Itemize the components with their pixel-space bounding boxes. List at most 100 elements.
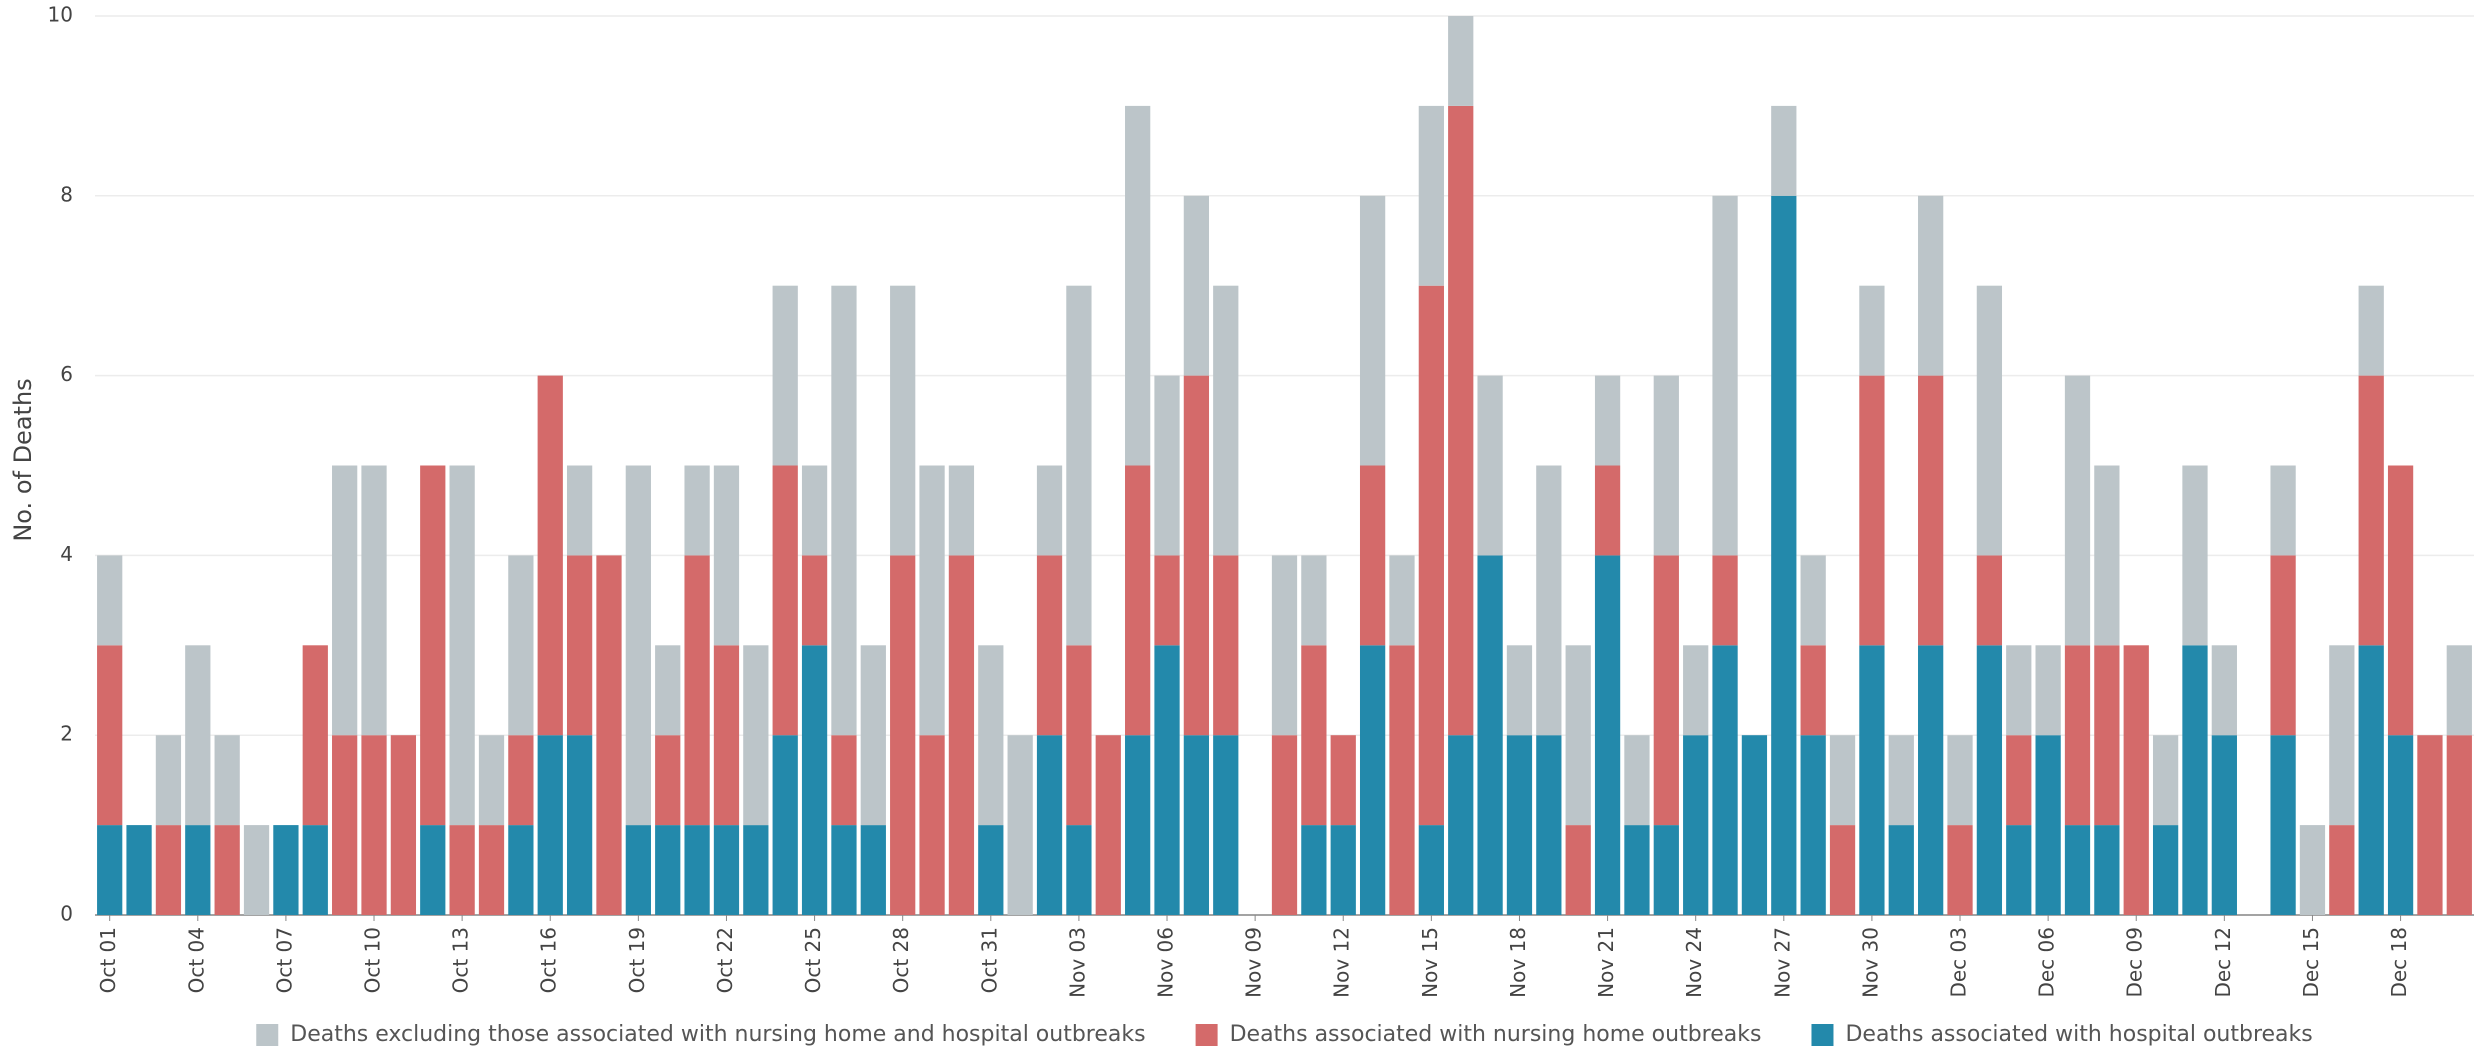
x-tick-label: Dec 12 <box>2211 927 2235 998</box>
bar-segment <box>1213 285 1239 556</box>
y-tick-label: 6 <box>60 362 73 386</box>
bar-segment <box>1301 645 1327 826</box>
bar-segment <box>1976 555 2003 646</box>
bar-segment <box>1036 465 1063 556</box>
x-tick-label: Nov 18 <box>1506 927 1530 998</box>
bar-segment <box>566 465 593 556</box>
bar-segment <box>1741 735 1768 915</box>
bar-segment <box>684 465 710 556</box>
x-tick-label: Nov 15 <box>1418 927 1442 998</box>
bar-segment <box>449 465 475 826</box>
bar-segment <box>302 645 328 826</box>
y-axis-label: No. of Deaths <box>9 378 37 541</box>
bar-segment <box>1213 555 1239 736</box>
bar-segment <box>831 285 857 736</box>
bar-segment <box>1859 645 1885 915</box>
bar-segment <box>655 735 681 826</box>
bar-segment <box>1066 645 1092 826</box>
bar-segment <box>919 465 945 736</box>
bar-segment <box>1918 195 1944 376</box>
bar-segment <box>1418 825 1444 915</box>
bar-segment <box>126 825 152 915</box>
bar-segment <box>1330 735 1356 826</box>
bar-segment <box>2035 645 2061 736</box>
bar-segment <box>948 555 975 915</box>
bar-segment <box>684 555 710 826</box>
bar-segment <box>625 825 651 915</box>
bar-segment <box>361 465 387 736</box>
bar-segment <box>1301 825 1327 915</box>
bar-segment <box>1095 735 1121 915</box>
bar-segment <box>390 735 417 915</box>
bar-segment <box>1888 825 1914 915</box>
bar-segment <box>508 825 534 915</box>
bar-segment <box>2387 465 2414 736</box>
bar-segment <box>1976 285 2003 556</box>
bar-segment <box>772 465 798 736</box>
bar-segment <box>860 825 886 915</box>
bar-segment <box>2064 645 2091 826</box>
bar-segment <box>155 825 182 915</box>
bar-segment <box>537 735 563 915</box>
bar-segment <box>2270 735 2296 915</box>
bar-segment <box>2182 645 2208 915</box>
bar-segment <box>508 735 534 826</box>
bar-segment <box>890 555 916 915</box>
bar-segment <box>2446 735 2472 915</box>
bar-segment <box>1683 735 1709 915</box>
bar-segment <box>2417 735 2443 915</box>
legend-swatch <box>1811 1024 1834 1046</box>
bar-segment <box>243 825 270 915</box>
bar-segment <box>420 825 446 915</box>
bar-segment <box>801 645 828 915</box>
bar-segment <box>2152 735 2179 826</box>
x-tick-label: Oct 25 <box>801 927 825 993</box>
x-tick-label: Oct 31 <box>977 927 1001 993</box>
bar-segment <box>2006 645 2032 736</box>
bar-segment <box>1536 465 1562 736</box>
bar-segment <box>1536 735 1562 915</box>
bar-segment <box>1154 375 1180 556</box>
bar-segment <box>155 735 182 826</box>
x-tick-label: Nov 30 <box>1858 927 1882 998</box>
bar-segment <box>1007 735 1033 915</box>
legend-swatch <box>256 1024 279 1046</box>
bar-segment <box>566 735 593 915</box>
bar-segment <box>1506 645 1533 736</box>
bar-segment <box>2358 375 2384 646</box>
bar-segment <box>1125 105 1151 466</box>
bar-segment <box>420 465 446 826</box>
bar-segment <box>1359 465 1386 646</box>
bar-segment <box>1594 375 1621 466</box>
bar-segment <box>1448 105 1474 736</box>
bar-segment <box>97 555 123 646</box>
bar-segment <box>1389 645 1415 915</box>
bar-segment <box>2094 825 2120 915</box>
bar-segment <box>1418 285 1444 826</box>
bar-segment <box>1477 375 1503 556</box>
bar-segment <box>214 825 240 915</box>
bar-segment <box>2006 825 2032 915</box>
x-tick-label: Nov 21 <box>1594 927 1618 998</box>
bar-segment <box>566 555 593 736</box>
x-tick-label: Dec 18 <box>2387 927 2411 998</box>
bar-segment <box>1859 285 1885 376</box>
bar-segment <box>1653 825 1679 915</box>
bar-segment <box>1066 825 1092 915</box>
bar-segment <box>1359 645 1386 915</box>
bar-segment <box>860 645 886 826</box>
bar-segment <box>978 645 1004 826</box>
x-tick-label: Oct 28 <box>889 927 913 993</box>
bar-segment <box>1918 375 1944 646</box>
bar-segment <box>831 825 857 915</box>
bar-segment <box>801 465 828 556</box>
bar-segment <box>332 735 358 915</box>
x-tick-label: Nov 03 <box>1065 927 1089 998</box>
bar-segment <box>1036 735 1063 915</box>
bar-segment <box>1829 735 1856 826</box>
bar-segment <box>890 285 916 556</box>
bar-segment <box>2211 735 2237 915</box>
bar-segment <box>743 645 769 826</box>
bar-segment <box>185 645 211 826</box>
